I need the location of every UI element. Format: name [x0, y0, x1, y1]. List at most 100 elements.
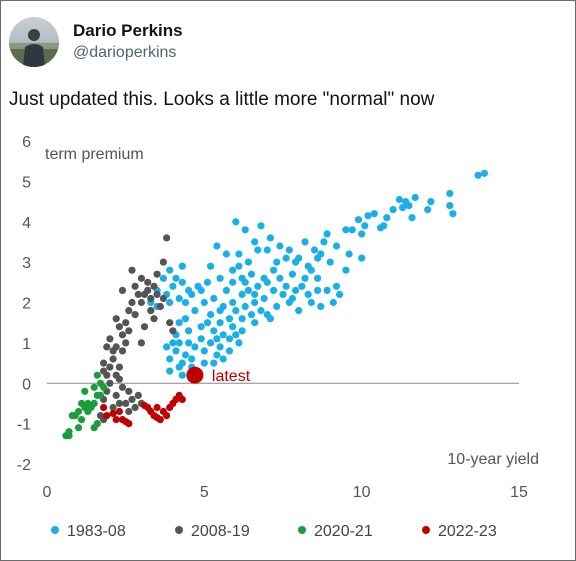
data-point — [181, 351, 190, 359]
data-point — [247, 311, 256, 319]
legend-label: 1983-08 — [67, 523, 126, 540]
data-point — [345, 250, 353, 258]
data-point — [238, 290, 246, 298]
legend-marker — [298, 526, 306, 534]
avatar[interactable] — [9, 17, 59, 67]
y-tick-label: 1 — [22, 336, 31, 353]
data-point — [235, 339, 243, 347]
latest-marker — [186, 366, 204, 384]
data-point — [118, 383, 127, 391]
y-tick-label: 3 — [22, 255, 31, 272]
data-point — [254, 246, 262, 254]
data-point — [235, 262, 243, 270]
data-point — [301, 274, 309, 282]
data-point — [103, 412, 111, 420]
data-point — [122, 399, 130, 407]
data-point — [122, 418, 130, 426]
data-point — [323, 230, 331, 238]
y-tick-label: 0 — [22, 376, 31, 393]
data-point — [78, 416, 86, 424]
data-point — [380, 222, 388, 230]
data-point — [96, 391, 105, 399]
data-point — [172, 274, 180, 282]
data-point — [115, 363, 123, 371]
data-point — [153, 270, 161, 278]
data-point — [93, 371, 101, 379]
data-point — [219, 331, 227, 339]
x-axis-label: 10-year yield — [447, 451, 539, 468]
data-point — [197, 335, 205, 343]
data-point — [181, 298, 190, 307]
data-point — [166, 298, 174, 307]
x-tick-label: 0 — [43, 484, 52, 501]
data-point — [128, 266, 136, 274]
user-handle[interactable]: @darioperkins — [73, 44, 177, 61]
data-point — [210, 294, 218, 303]
data-point — [480, 169, 488, 177]
data-point — [216, 307, 224, 315]
data-point — [326, 258, 334, 266]
data-point — [112, 315, 120, 323]
tweet-header: Dario Perkins @darioperkins — [9, 17, 183, 67]
data-point — [307, 298, 315, 307]
data-point — [263, 246, 271, 254]
legend-marker — [175, 526, 183, 534]
data-point — [266, 234, 274, 242]
data-point — [128, 395, 136, 403]
data-point — [115, 323, 123, 331]
data-point — [115, 375, 123, 383]
data-point — [185, 327, 193, 335]
data-point — [134, 391, 142, 399]
data-point — [131, 403, 139, 412]
y-tick-label: 5 — [22, 174, 31, 191]
data-point — [188, 355, 196, 363]
data-point — [295, 254, 303, 262]
data-point — [159, 258, 167, 266]
data-point — [115, 407, 123, 416]
data-point — [71, 412, 79, 420]
data-point — [251, 290, 259, 298]
data-point — [185, 339, 193, 347]
data-point — [342, 226, 350, 234]
legend-marker — [51, 526, 59, 534]
data-point — [270, 266, 278, 274]
data-point — [216, 274, 224, 282]
data-point — [222, 286, 230, 294]
data-point — [131, 282, 139, 290]
data-point — [150, 315, 158, 323]
data-point — [317, 302, 325, 311]
data-point — [282, 254, 290, 262]
data-point — [156, 302, 164, 311]
data-point — [348, 226, 356, 234]
data-point — [336, 290, 344, 298]
data-point — [411, 193, 419, 202]
data-point — [307, 266, 315, 274]
data-point — [235, 250, 243, 258]
data-point — [122, 319, 130, 327]
data-point — [166, 266, 174, 274]
data-point — [238, 274, 246, 282]
data-point — [270, 286, 278, 294]
data-point — [427, 198, 435, 206]
data-point — [257, 307, 265, 315]
data-point — [197, 286, 205, 294]
data-point — [169, 282, 177, 290]
data-point — [175, 363, 183, 371]
data-point — [169, 339, 177, 347]
data-point — [178, 262, 186, 270]
data-point — [122, 339, 130, 347]
data-point — [232, 331, 240, 339]
data-point — [241, 226, 249, 234]
data-point — [263, 311, 271, 319]
y-axis-label: term premium — [45, 146, 144, 163]
data-point — [219, 355, 227, 363]
data-point — [225, 347, 234, 355]
data-point — [389, 206, 397, 214]
data-point — [150, 282, 158, 290]
display-name[interactable]: Dario Perkins — [73, 21, 183, 40]
data-point — [153, 414, 161, 422]
data-point — [361, 222, 369, 230]
data-point — [241, 302, 249, 311]
data-point — [112, 391, 120, 399]
data-point — [118, 347, 127, 355]
